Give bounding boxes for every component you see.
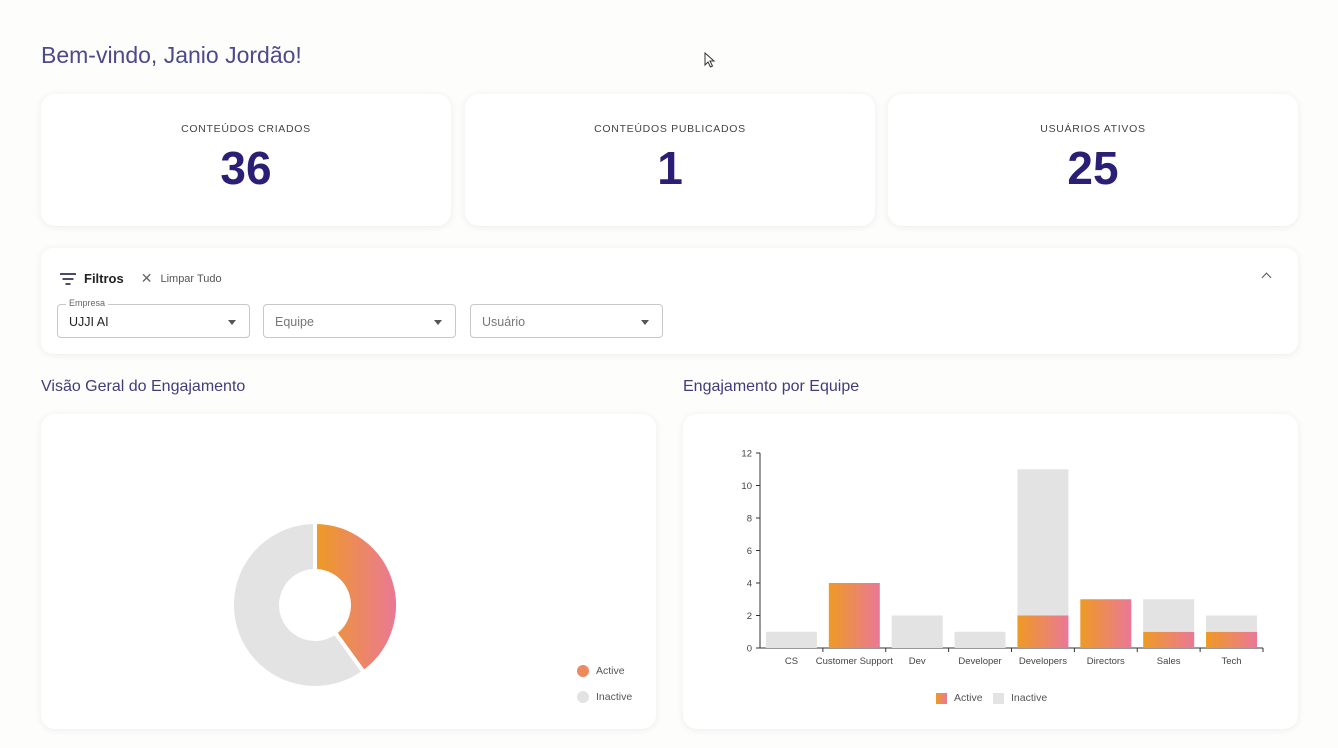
clear-all-button[interactable]: ✕ Limpar Tudo bbox=[141, 270, 222, 287]
stat-card-contents-published: CONTEÚDOS PUBLICADOS 1 bbox=[465, 94, 875, 226]
clear-all-label: Limpar Tudo bbox=[160, 272, 222, 285]
legend-swatch-inactive bbox=[993, 692, 1004, 704]
x-tick-label: Customer Support bbox=[816, 656, 893, 667]
filters-header: Filtros ✕ Limpar Tudo bbox=[59, 270, 222, 287]
company-select-label: Empresa bbox=[66, 298, 109, 308]
stat-label: CONTEÚDOS CRIADOS bbox=[181, 123, 311, 135]
stat-value: 1 bbox=[657, 142, 683, 194]
close-icon: ✕ bbox=[140, 270, 153, 286]
engagement-overview-panel: Active Inactive bbox=[41, 414, 656, 729]
filters-panel: Filtros ✕ Limpar Tudo Empresa UJJI AI Eq… bbox=[41, 248, 1298, 354]
stat-label: USUÁRIOS ATIVOS bbox=[1040, 123, 1146, 135]
bar-active-directors[interactable] bbox=[1080, 599, 1132, 648]
stat-value: 36 bbox=[220, 142, 272, 194]
donut-slice-active[interactable] bbox=[313, 519, 400, 675]
bar-legend-active[interactable]: Active bbox=[936, 692, 983, 704]
welcome-heading: Bem-vindo, Janio Jordão! bbox=[41, 42, 302, 68]
stat-card-contents-created: CONTEÚDOS CRIADOS 36 bbox=[41, 94, 451, 226]
engagement-overview-title: Visão Geral do Engajamento bbox=[41, 378, 246, 395]
legend-label-active: Active bbox=[954, 692, 983, 704]
stat-card-active-users: USUÁRIOS ATIVOS 25 bbox=[888, 94, 1298, 226]
y-tick-label: 12 bbox=[741, 449, 752, 460]
user-select[interactable]: Usuário bbox=[470, 304, 663, 338]
team-select[interactable]: Equipe bbox=[263, 304, 456, 338]
bar-inactive-sales[interactable] bbox=[1143, 599, 1195, 632]
stat-value: 25 bbox=[1067, 142, 1119, 194]
y-tick-label: 10 bbox=[741, 481, 752, 492]
company-select[interactable]: Empresa UJJI AI bbox=[57, 298, 250, 338]
y-tick-label: 0 bbox=[747, 644, 752, 655]
mouse-cursor-icon bbox=[704, 52, 716, 68]
caret-down-icon bbox=[641, 320, 649, 325]
team-select-placeholder: Equipe bbox=[275, 315, 314, 329]
bar-inactive-tech[interactable] bbox=[1206, 615, 1258, 632]
y-tick-label: 2 bbox=[747, 611, 752, 622]
x-tick-label: Directors bbox=[1087, 656, 1125, 667]
x-tick-label: CS bbox=[785, 656, 798, 667]
bar-inactive-developers[interactable] bbox=[1017, 469, 1069, 616]
bar-inactive-cs[interactable] bbox=[765, 631, 817, 648]
x-tick-label: Dev bbox=[909, 656, 926, 667]
bar-inactive-dev[interactable] bbox=[891, 615, 943, 649]
y-tick-label: 4 bbox=[747, 579, 752, 590]
x-tick-label: Tech bbox=[1222, 656, 1242, 667]
caret-down-icon bbox=[434, 320, 442, 325]
y-tick-label: 8 bbox=[747, 514, 752, 525]
chevron-up-icon[interactable] bbox=[1260, 269, 1274, 283]
legend-label-inactive: Inactive bbox=[596, 691, 633, 703]
bar-legend-inactive[interactable]: Inactive bbox=[993, 692, 1047, 704]
bar-inactive-developer[interactable] bbox=[954, 631, 1006, 648]
bar-active-customer-support[interactable] bbox=[828, 583, 880, 648]
legend-swatch-inactive bbox=[577, 691, 589, 703]
engagement-by-team-panel: 0 2 4 6 8 10 12 CS Customer Support Dev Developer D… bbox=[683, 414, 1298, 729]
legend-active[interactable]: Active bbox=[577, 665, 625, 677]
legend-swatch-active bbox=[577, 665, 589, 677]
stat-label: CONTEÚDOS PUBLICADOS bbox=[594, 123, 746, 135]
bar-active-tech[interactable] bbox=[1206, 631, 1258, 648]
bar-chart: 0 2 4 6 8 10 12 CS Customer Support Dev Developer D… bbox=[741, 449, 1264, 667]
x-tick-label: Sales bbox=[1157, 656, 1181, 667]
filter-icon bbox=[59, 272, 76, 286]
legend-swatch-active bbox=[936, 692, 947, 704]
donut-chart bbox=[230, 519, 400, 690]
bar-active-developers[interactable] bbox=[1017, 615, 1069, 649]
x-tick-label: Developer bbox=[958, 656, 1001, 667]
legend-label-inactive: Inactive bbox=[1011, 692, 1048, 704]
donut-slice-inactive[interactable] bbox=[230, 519, 367, 690]
legend-label-active: Active bbox=[596, 665, 625, 677]
filters-title: Filtros bbox=[84, 271, 124, 286]
user-select-placeholder: Usuário bbox=[482, 315, 526, 329]
legend-inactive[interactable]: Inactive bbox=[577, 691, 632, 703]
engagement-by-team-title: Engajamento por Equipe bbox=[683, 378, 860, 395]
x-tick-label: Developers bbox=[1019, 656, 1067, 667]
caret-down-icon bbox=[228, 320, 236, 325]
bar-active-sales[interactable] bbox=[1143, 631, 1195, 648]
company-select-value: UJJI AI bbox=[69, 315, 109, 329]
y-tick-label: 6 bbox=[747, 546, 752, 557]
